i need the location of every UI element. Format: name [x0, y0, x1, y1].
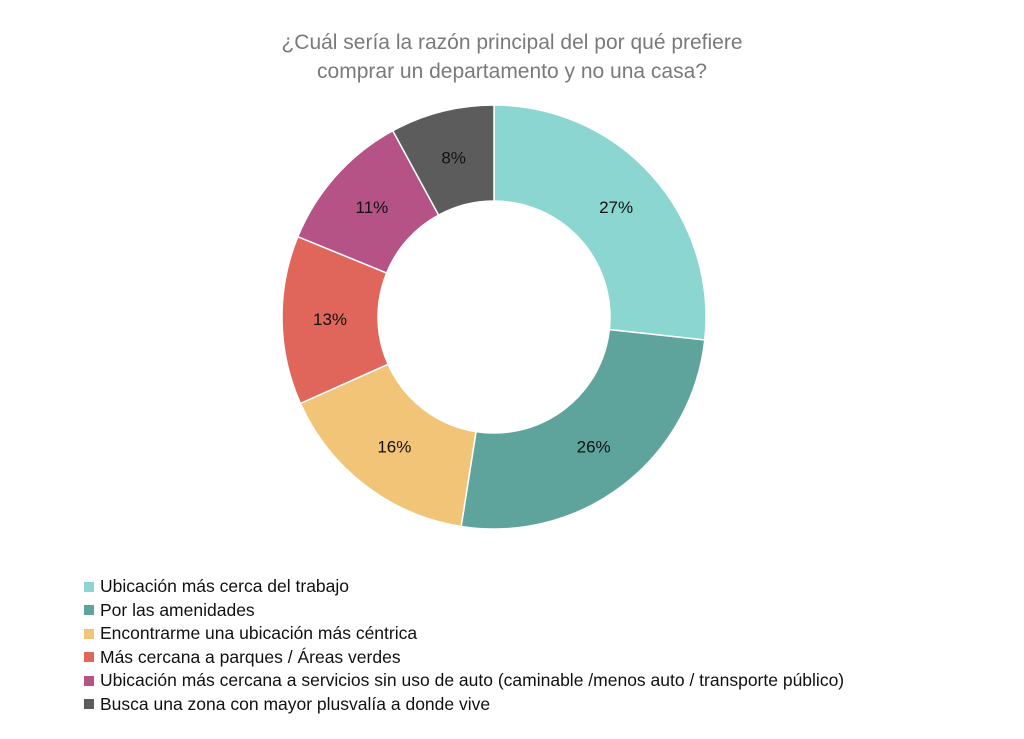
legend-item-6: Busca una zona con mayor plusvalía a don… [84, 693, 844, 717]
donut-labels: 27% 26% 16% 13% 11% 8% [313, 149, 633, 457]
legend-swatch [84, 652, 94, 663]
legend-item-2: Por las amenidades [84, 599, 844, 623]
legend-item-4: Más cercana a parques / Áreas verdes [84, 646, 844, 670]
slice-value-label-5: 11% [356, 198, 389, 217]
legend-label: Por las amenidades [100, 599, 255, 620]
legend-item-3: Encontrarme una ubicación más céntrica [84, 622, 844, 646]
legend-label: Busca una zona con mayor plusvalía a don… [100, 693, 491, 714]
legend: Ubicación más cerca del trabajo Por las a… [84, 575, 844, 716]
legend-item-1: Ubicación más cerca del trabajo [84, 575, 844, 599]
slice-value-label-6: 8% [441, 149, 466, 168]
legend-label: Encontrarme una ubicación más céntrica [100, 623, 418, 644]
slice-value-label-2: 26% [577, 438, 611, 457]
donut-slice-3 [299, 363, 477, 528]
legend-label: Más cercana a parques / Áreas verdes [100, 646, 401, 667]
donut-slice-1 [493, 104, 707, 341]
legend-swatch [84, 675, 94, 686]
legend-swatch [84, 628, 94, 639]
legend-label: Ubicación más cerca del trabajo [100, 576, 350, 597]
donut-slice-2 [460, 328, 706, 530]
legend-swatch [84, 605, 94, 616]
slice-value-label-4: 13% [313, 310, 347, 329]
legend-item-5: Ubicación más cercana a servicios sin us… [84, 669, 844, 693]
slice-value-label-3: 16% [377, 438, 411, 457]
legend-swatch [84, 581, 94, 592]
legend-swatch [84, 699, 94, 710]
chart-title: ¿Cuál sería la razón principal del por q… [0, 28, 1024, 86]
chart-title-line-2: comprar un departamento y no una casa? [317, 60, 707, 83]
donut-slice-6 [391, 104, 495, 217]
donut-chart: 27% 26% 16% 13% 11% 8% [281, 104, 707, 530]
chart-title-line-1: ¿Cuál sería la razón principal del por q… [281, 31, 743, 54]
slice-value-label-1: 27% [599, 198, 633, 217]
donut-slices [281, 104, 707, 530]
legend-label: Ubicación más cercana a servicios sin us… [100, 670, 845, 691]
